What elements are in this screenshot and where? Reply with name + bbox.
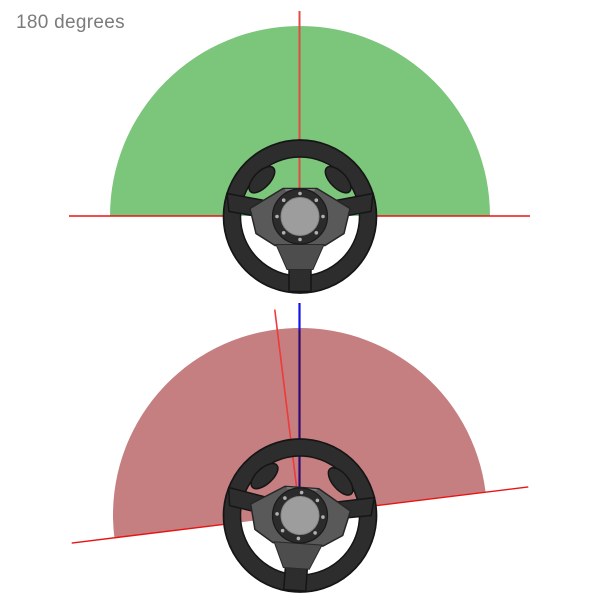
page-title: 180 degrees [16,12,125,33]
bottom-baseline-left [71,523,229,544]
figure-top-centered-range [69,11,530,293]
bottom-wheel-position-line [273,309,298,491]
bottom-baseline-right [371,486,529,507]
figure-bottom-rotated-range [71,303,529,598]
